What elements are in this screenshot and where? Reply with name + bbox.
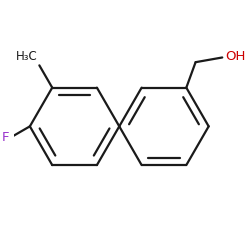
Text: F: F	[2, 131, 10, 144]
Text: OH: OH	[225, 50, 245, 62]
Text: H₃C: H₃C	[16, 50, 38, 63]
